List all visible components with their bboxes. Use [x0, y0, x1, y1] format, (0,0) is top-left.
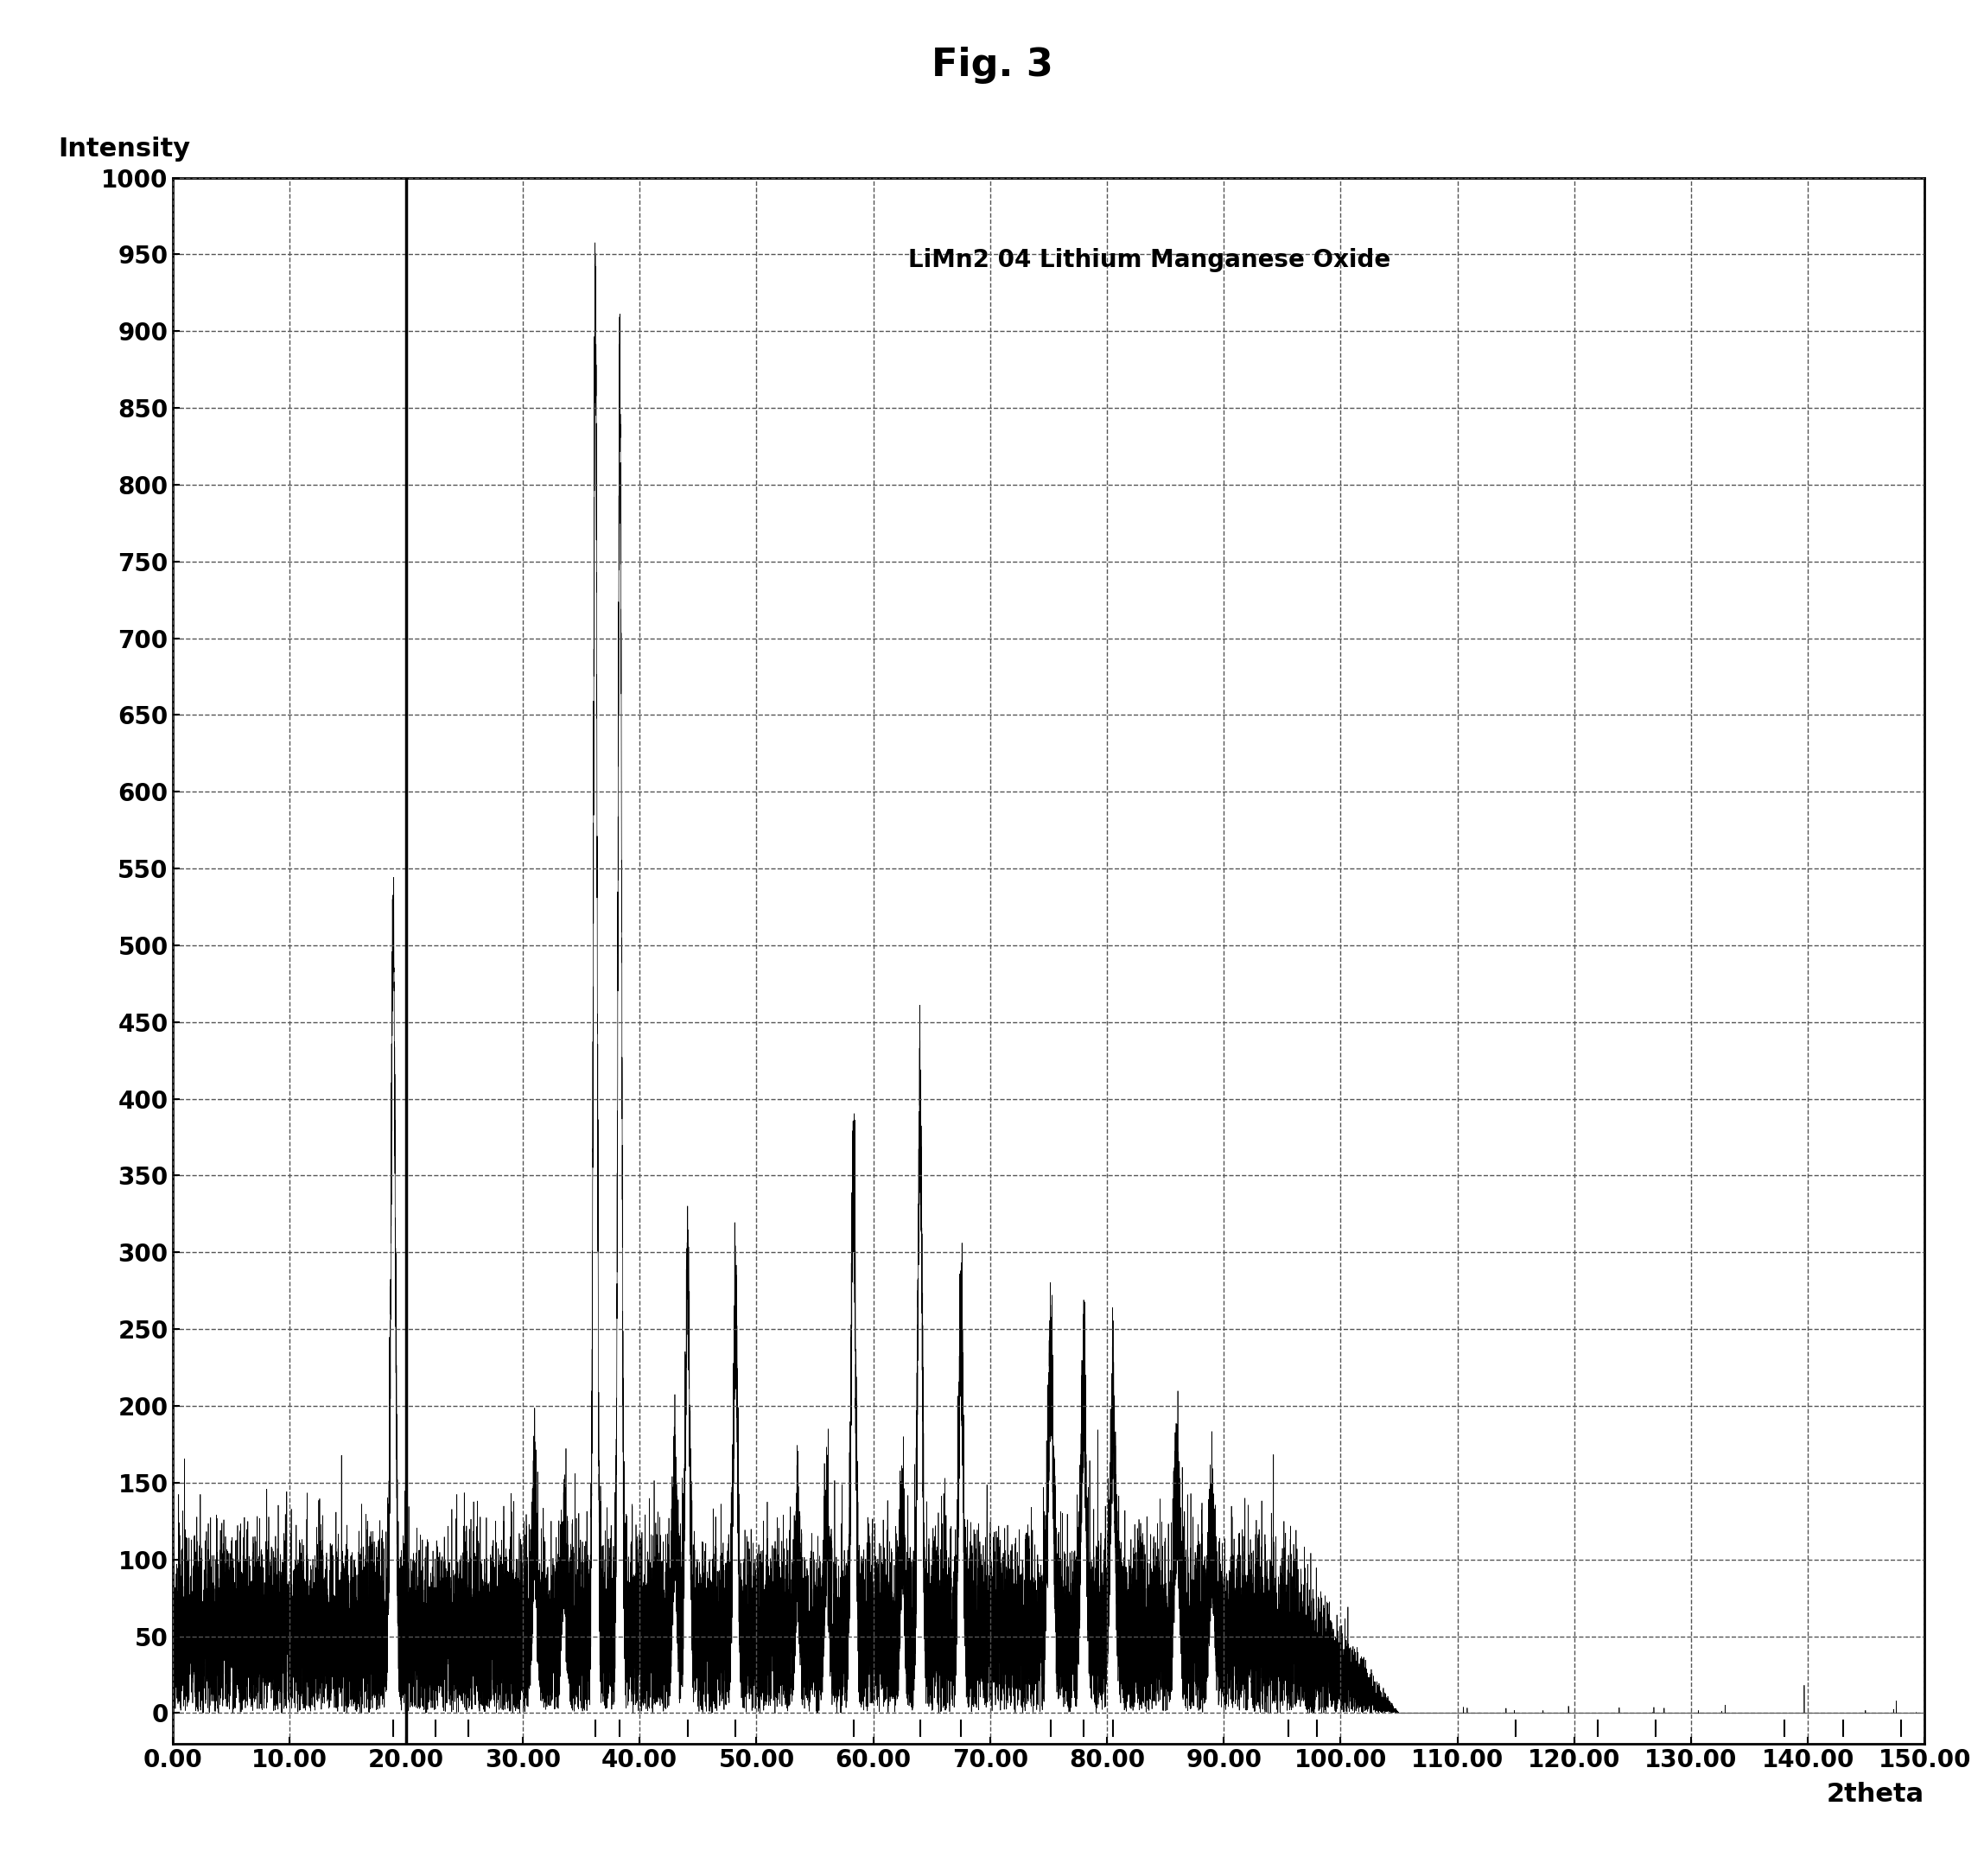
- X-axis label: 2theta: 2theta: [1827, 1782, 1924, 1807]
- Text: LiMn2 04 Lithium Manganese Oxide: LiMn2 04 Lithium Manganese Oxide: [909, 248, 1391, 272]
- Text: Fig. 3: Fig. 3: [930, 47, 1054, 84]
- Text: Intensity: Intensity: [60, 137, 190, 161]
